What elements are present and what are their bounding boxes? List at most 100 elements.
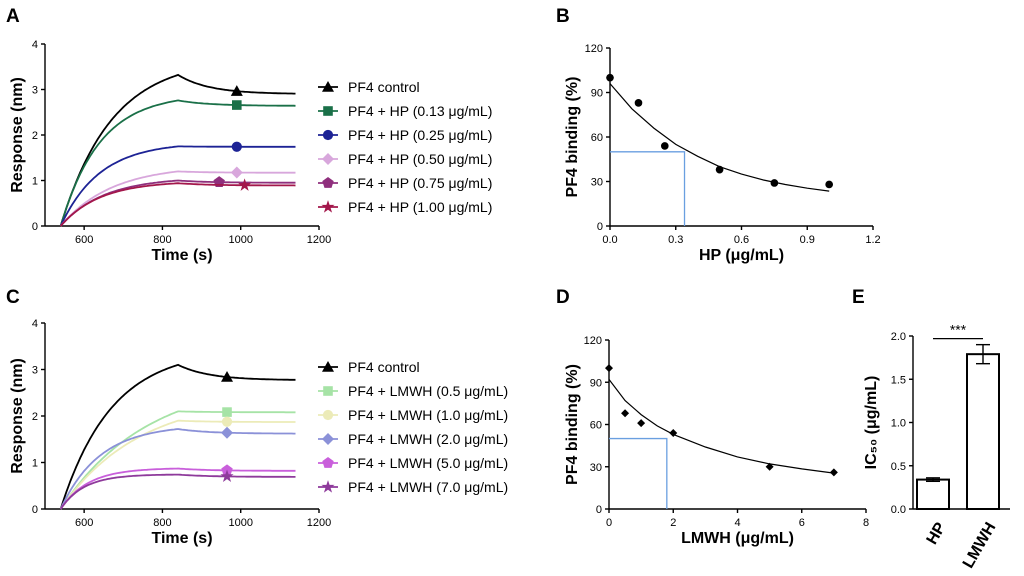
- bar: [966, 353, 1000, 511]
- series-marker: [221, 370, 234, 382]
- y-tick-label: 4: [32, 318, 38, 330]
- y-axis-title: Response (nm): [9, 77, 26, 193]
- y-tick-label: 60: [590, 420, 602, 432]
- legend-marker: [322, 153, 334, 165]
- y-tick-label: 3: [32, 365, 38, 377]
- x-tick-label: 1000: [228, 234, 252, 246]
- series-marker: [230, 85, 243, 96]
- series-line: [60, 170, 296, 227]
- legend-marker: [323, 106, 333, 116]
- y-tick-label: 1: [32, 176, 38, 188]
- series-line: [59, 73, 296, 227]
- legend-label: PF4 + LMWH (0.5 μg/mL): [348, 383, 508, 399]
- series-marker: [221, 416, 233, 427]
- data-point: [715, 165, 724, 174]
- series-line: [59, 473, 296, 510]
- series-marker: [231, 141, 242, 152]
- panel-label-a: A: [6, 6, 20, 27]
- x-tick-label: 0.6: [734, 234, 749, 246]
- bar: [916, 478, 950, 510]
- x-tick-label: 1000: [228, 517, 252, 529]
- y-tick-label: 30: [590, 462, 602, 474]
- data-point: [825, 180, 833, 189]
- y-tick-label: 0: [32, 504, 38, 516]
- series-marker: [238, 178, 252, 191]
- series-marker: [230, 166, 243, 179]
- y-tick-label: 90: [590, 377, 602, 389]
- x-tick-label: 0.3: [668, 234, 683, 246]
- y-tick-label: 2: [32, 411, 38, 423]
- x-tick-label: 6: [799, 517, 805, 529]
- data-point: [634, 99, 643, 107]
- series-line: [60, 182, 296, 227]
- y-tick-label: 0.0: [891, 504, 906, 516]
- fit-curve: [609, 83, 830, 192]
- x-tick-label: 0.9: [800, 234, 815, 246]
- panel-label-c: C: [6, 287, 20, 308]
- x-tick-label: 8: [863, 517, 869, 529]
- legend-marker: [322, 129, 334, 141]
- x-category-label: LMWH: [960, 520, 1000, 572]
- x-tick-label: 600: [75, 517, 93, 529]
- x-tick-label: 1200: [307, 517, 331, 529]
- legend-label: PF4 + HP (0.50 μg/mL): [348, 151, 492, 167]
- legend-label: PF4 + LMWH (7.0 μg/mL): [348, 479, 508, 495]
- data-point: [669, 428, 678, 437]
- significance-label: ***: [950, 322, 967, 338]
- series-line: [59, 99, 296, 227]
- y-tick-label: 120: [585, 43, 603, 55]
- legend-label: PF4 + HP (0.25 μg/mL): [348, 127, 492, 143]
- x-tick-label: 4: [734, 517, 740, 529]
- legend-marker: [322, 409, 334, 421]
- x-tick-label: 600: [75, 234, 93, 246]
- y-tick-label: 1: [32, 458, 38, 470]
- legend-label: PF4 + LMWH (2.0 μg/mL): [348, 431, 508, 447]
- legend-label: PF4 + HP (0.13 μg/mL): [348, 103, 492, 119]
- x-axis-title: LMWH (μg/mL): [681, 530, 794, 547]
- y-tick-label: 0: [32, 221, 38, 233]
- chart-c-sensorgram: 0 1 2 3 4 600 800 1000 1200 Time (s) Response (nm)…: [9, 318, 508, 547]
- y-tick-label: 3: [32, 85, 38, 97]
- y-tick-label: 2: [32, 130, 38, 142]
- data-point: [605, 364, 613, 373]
- y-tick-label: 120: [584, 335, 602, 347]
- y-tick-label: 0.5: [891, 461, 906, 473]
- legend-marker: [321, 200, 335, 213]
- series-line: [59, 467, 296, 510]
- x-axis-title: HP (μg/mL): [699, 247, 784, 264]
- data-point: [765, 462, 774, 471]
- ic50-guide-line: [609, 437, 668, 509]
- x-tick-label: 1.2: [865, 234, 880, 246]
- series-line: [59, 428, 296, 510]
- data-point: [637, 419, 646, 428]
- legend-label: PF4 + LMWH (1.0 μg/mL): [348, 407, 508, 423]
- data-point: [770, 179, 779, 187]
- data-point: [621, 409, 630, 418]
- x-axis-title: Time (s): [151, 530, 212, 547]
- legend-marker: [322, 361, 334, 372]
- data-point: [660, 142, 669, 150]
- legend-marker: [322, 457, 334, 468]
- y-axis-title: PF4 binding (%): [564, 364, 581, 485]
- chart-d-lmwh-binding: 0 30 60 90 120 0 2 4 6 8 LMWH (μg/mL) PF4 binding (…: [564, 335, 869, 547]
- x-tick-label: 0: [606, 517, 612, 529]
- series-marker: [232, 100, 242, 110]
- series-line: [59, 363, 296, 510]
- series-line: [59, 145, 296, 227]
- series-marker: [220, 469, 234, 483]
- y-axis-title: IC₅₀ (μg/mL): [863, 376, 880, 470]
- legend-label: PF4 + LMWH (5.0 μg/mL): [348, 455, 508, 471]
- legend-marker: [321, 480, 335, 493]
- legend-marker: [322, 81, 334, 92]
- y-tick-label: 1.5: [891, 374, 906, 386]
- x-tick-label: 800: [153, 234, 171, 246]
- series-line: [59, 419, 296, 510]
- legend-marker: [322, 177, 334, 188]
- legend-label: PF4 + HP (0.75 μg/mL): [348, 175, 492, 191]
- series-marker: [221, 426, 234, 439]
- series-marker: [222, 407, 232, 417]
- series-line: [60, 179, 296, 227]
- data-point: [606, 73, 614, 82]
- data-point: [829, 468, 838, 477]
